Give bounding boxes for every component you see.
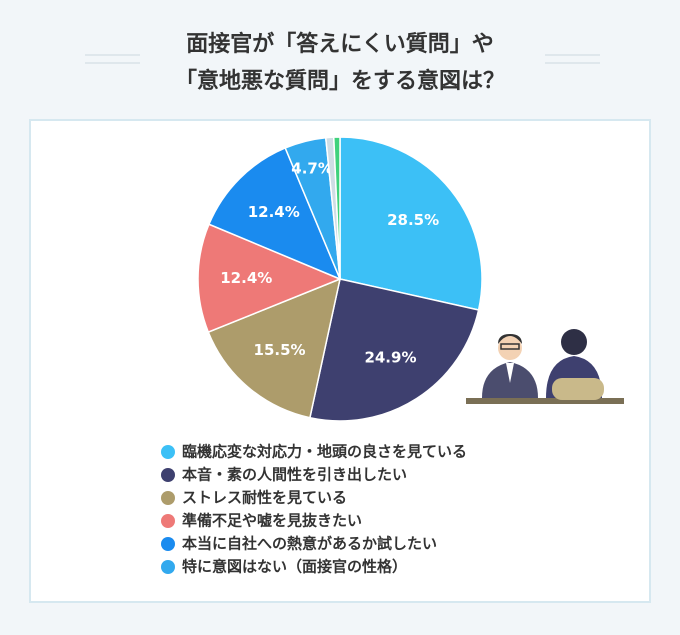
legend: 臨機応変な対応力・地頭の良さを見ている本音・素の人間性を引き出したいストレス耐性… — [161, 443, 467, 576]
data-label: 15.5% — [254, 341, 306, 359]
legend-label: 特に意図はない（面接官の性格） — [182, 558, 407, 576]
legend-label: 準備不足や嘘を見抜きたい — [182, 512, 362, 530]
illustration — [466, 329, 624, 404]
legend-swatch — [161, 445, 175, 459]
data-label: 12.4% — [248, 203, 300, 221]
pie-slice — [339, 136, 483, 311]
legend-label: 本当に自社への熱意があるか試したい — [182, 535, 437, 553]
legend-swatch — [161, 491, 175, 505]
data-label: 4.7% — [291, 159, 333, 177]
pie-slice — [309, 278, 480, 422]
pie-slice — [197, 223, 342, 334]
chart-title: 面接官が「答えにくい質問」や — [186, 31, 494, 57]
chart-title: 「意地悪な質問」をする意図は？ — [175, 68, 505, 94]
legend-label: 本音・素の人間性を引き出したい — [182, 466, 407, 484]
pie: 28.5% 24.9% 15.5% 12.4% 12.4% 4.7% — [197, 136, 483, 422]
legend-label: ストレス耐性を見ている — [182, 489, 347, 507]
legend-swatch — [161, 514, 175, 528]
legend-swatch — [161, 537, 175, 551]
pie-slice — [207, 277, 342, 419]
legend-swatch — [161, 560, 175, 574]
data-label: 24.9% — [364, 348, 416, 366]
pie-slice — [207, 146, 342, 281]
legend-swatch — [161, 468, 175, 482]
data-label: 28.5% — [387, 211, 439, 229]
legend-label: 臨機応変な対応力・地頭の良さを見ている — [182, 443, 467, 461]
data-label: 12.4% — [220, 269, 272, 287]
pie-slice — [332, 136, 341, 280]
